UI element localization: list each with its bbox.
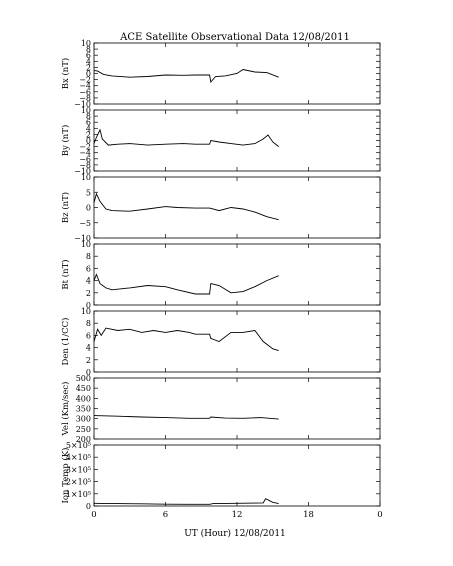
y-tick-label: 500 bbox=[76, 374, 91, 383]
y-tick-label: −2 bbox=[79, 76, 91, 85]
y-tick-label: 0 bbox=[86, 368, 91, 377]
y-tick-label: 4 bbox=[86, 124, 91, 133]
x-axis-ticks: 0 6 12 18 0 bbox=[91, 510, 382, 520]
y-axis-label: By (nT) bbox=[60, 125, 71, 157]
panel-5: 0 2 4 6 8 10 Den (1/CC) bbox=[60, 307, 381, 377]
y-tick-label: 4 bbox=[86, 57, 91, 66]
plot-frame bbox=[93, 176, 381, 239]
chart-title: ACE Satellite Observational Data 12/08/2… bbox=[119, 32, 350, 43]
y-tick-label: 4 bbox=[86, 277, 91, 286]
y-tick-label: −4 bbox=[79, 149, 91, 158]
y-tick-label: 0 bbox=[86, 137, 91, 146]
y-tick-label: −8 bbox=[79, 94, 91, 103]
y-tick-label: 450 bbox=[76, 384, 91, 393]
panel-3: −10 −5 0 5 10 Bz (nT) bbox=[60, 173, 381, 243]
y-tick-label: 6 bbox=[86, 51, 91, 60]
y-axis-label: Bz (nT) bbox=[60, 192, 71, 223]
y-tick-label: 10 bbox=[81, 240, 91, 249]
x-axis-label: UT (Hour) 12/08/2011 bbox=[184, 528, 286, 539]
y-tick-label: −4 bbox=[79, 82, 91, 91]
y-tick-label: −8 bbox=[79, 161, 91, 170]
y-tick-label: 8 bbox=[86, 45, 91, 54]
y-tick-label: 2 bbox=[86, 356, 91, 365]
y-tick-label: 300 bbox=[76, 415, 91, 424]
y-tick-label: 250 bbox=[76, 425, 91, 434]
y-tick-label: 2 bbox=[86, 289, 91, 298]
series-line bbox=[93, 415, 279, 420]
series-line bbox=[93, 327, 279, 352]
y-axis-label: Ion Temp (K) bbox=[60, 448, 71, 504]
series-line bbox=[93, 128, 279, 147]
y-tick-label: −6 bbox=[79, 88, 91, 97]
y-axis-label: Bx (nT) bbox=[60, 58, 71, 90]
y-tick-label: 6 bbox=[86, 264, 91, 273]
series-line bbox=[93, 192, 279, 221]
y-tick-label: 4 bbox=[86, 344, 91, 353]
y-axis-label: Vel (Km/sec) bbox=[60, 382, 71, 437]
plot-frame bbox=[93, 243, 381, 306]
y-tick-label: 0 bbox=[86, 502, 91, 511]
y-tick-label: −2 bbox=[79, 143, 91, 152]
x-tick-label: 12 bbox=[232, 510, 243, 520]
y-tick-label: 4×10⁵ bbox=[66, 453, 91, 462]
y-tick-label: 1×10⁵ bbox=[66, 490, 91, 499]
y-tick-label: 2×10⁵ bbox=[66, 478, 91, 487]
y-tick-label: 0 bbox=[86, 204, 91, 213]
y-tick-label: 0 bbox=[86, 301, 91, 310]
y-tick-label: 200 bbox=[76, 435, 91, 444]
panel-4: 0 2 4 6 8 10 Bt (nT) bbox=[60, 240, 381, 310]
y-tick-label: 6 bbox=[86, 118, 91, 127]
y-tick-label: 6 bbox=[86, 331, 91, 340]
y-tick-label: −6 bbox=[79, 155, 91, 164]
y-tick-label: 400 bbox=[76, 394, 91, 403]
y-tick-label: 2 bbox=[86, 63, 91, 72]
y-tick-label: −10 bbox=[74, 234, 91, 243]
series-line bbox=[93, 498, 279, 505]
x-tick-label: 0 bbox=[91, 510, 96, 520]
y-tick-label: 350 bbox=[76, 405, 91, 414]
y-tick-label: 8 bbox=[86, 112, 91, 121]
y-tick-label: 3×10⁵ bbox=[66, 465, 91, 474]
y-tick-label: 10 bbox=[81, 106, 91, 115]
y-tick-label: −10 bbox=[74, 100, 91, 109]
y-tick-label: 5 bbox=[86, 188, 91, 197]
y-axis-label: Den (1/CC) bbox=[60, 318, 71, 366]
plot-frame bbox=[93, 310, 381, 373]
y-axis-label: Bt (nT) bbox=[60, 259, 71, 289]
y-tick-label: 10 bbox=[81, 173, 91, 182]
x-tick-label: 18 bbox=[303, 510, 314, 520]
y-tick-label: 10 bbox=[81, 39, 91, 48]
series-line bbox=[93, 69, 279, 84]
plot-frame bbox=[93, 444, 381, 507]
plot-frame bbox=[93, 109, 381, 172]
y-tick-label: 8 bbox=[86, 252, 91, 261]
x-tick-label: 6 bbox=[163, 510, 168, 520]
y-tick-label: 8 bbox=[86, 319, 91, 328]
y-tick-label: −10 bbox=[74, 167, 91, 176]
y-tick-label: 10 bbox=[81, 307, 91, 316]
series-line bbox=[93, 273, 279, 295]
plot-frame bbox=[93, 377, 381, 440]
y-tick-label: 5×10⁵ bbox=[66, 441, 91, 450]
y-tick-label: 2 bbox=[86, 130, 91, 139]
y-tick-label: −5 bbox=[79, 219, 91, 228]
y-tick-label: 0 bbox=[86, 70, 91, 79]
x-tick-label: 0 bbox=[377, 510, 382, 520]
